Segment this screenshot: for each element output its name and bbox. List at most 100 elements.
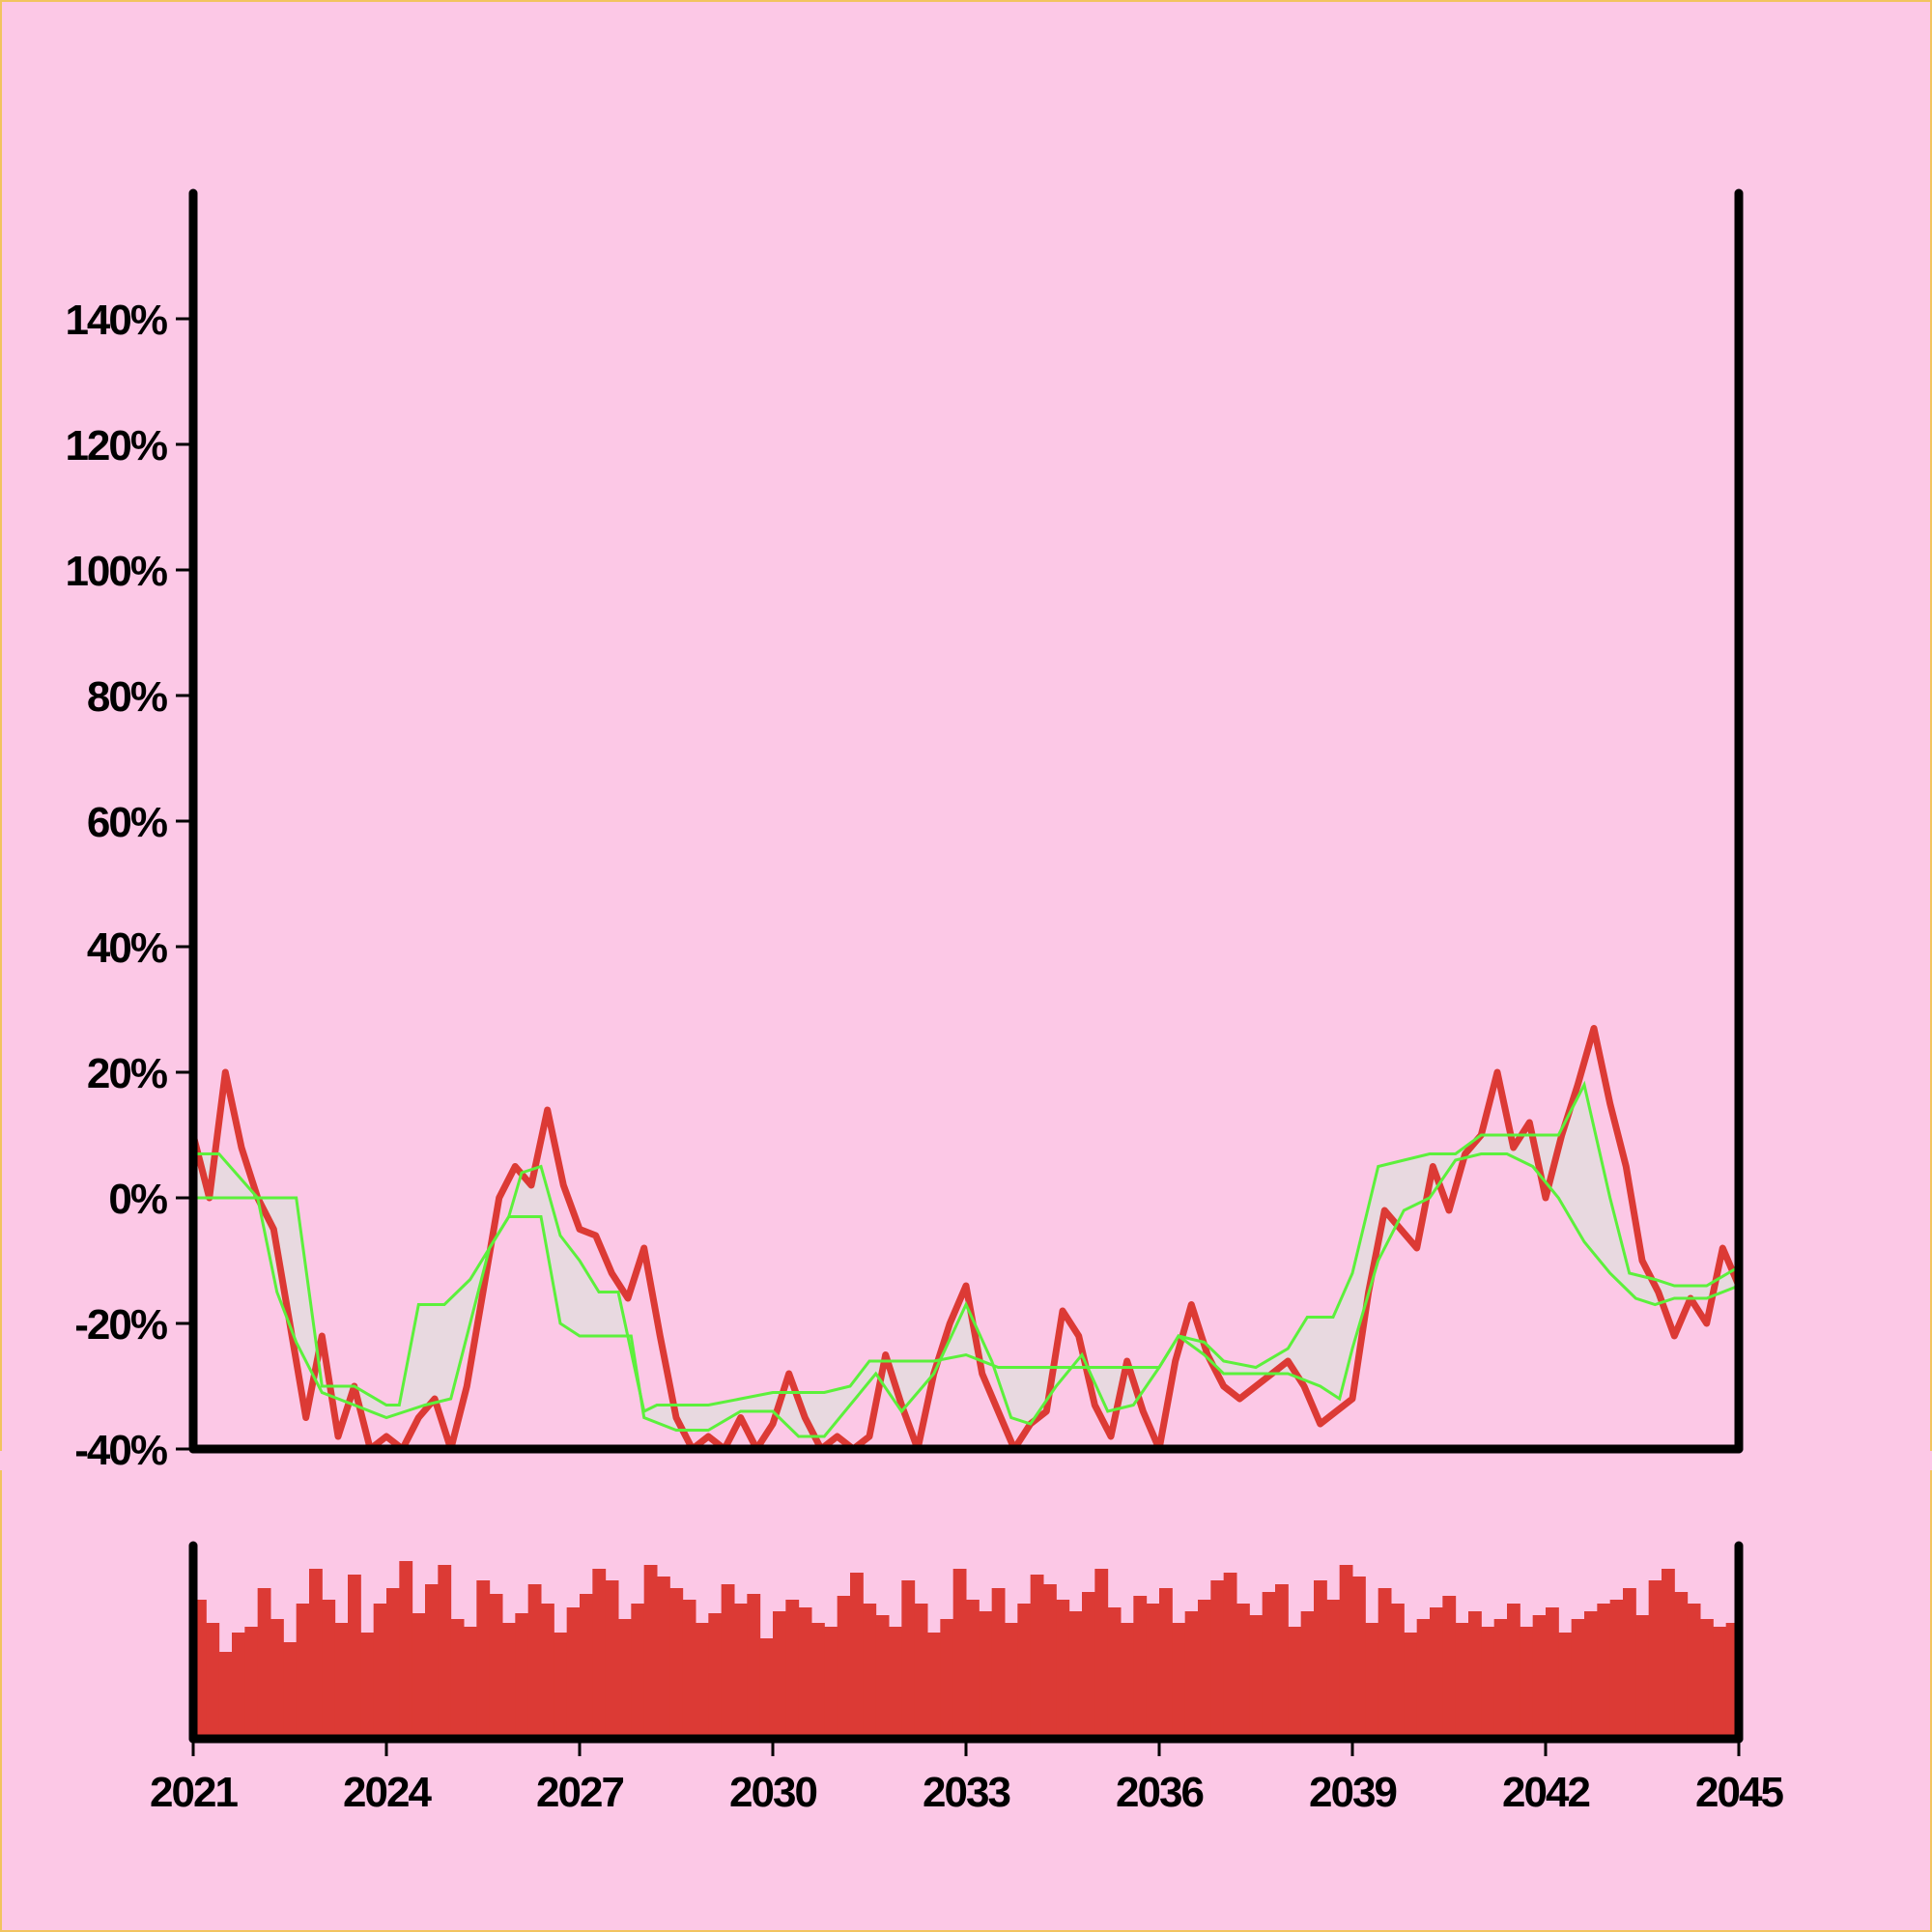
volume-bar (643, 1565, 658, 1739)
volume-bar (527, 1584, 542, 1739)
band-lower-line (193, 1152, 1740, 1438)
volume-bar (1172, 1623, 1186, 1739)
volume-bar (927, 1633, 941, 1739)
volume-bar (721, 1584, 735, 1739)
volume-bar (1223, 1573, 1237, 1739)
volume-bar (1687, 1604, 1701, 1739)
volume-bar (438, 1565, 452, 1739)
volume-bar (1094, 1569, 1109, 1739)
volume-bar (1430, 1607, 1443, 1739)
y-tick-label: 20% (87, 1050, 167, 1097)
volume-bar (1378, 1588, 1392, 1739)
y-tick-label: 120% (65, 422, 166, 469)
volume-bar (1609, 1600, 1624, 1739)
volume-bar (554, 1633, 568, 1739)
volume-bar (863, 1604, 877, 1739)
price-panel: -40% -20% 0% 20% 40% 60% 80% 100% 120% 140% (0, 188, 1932, 1474)
y-tick-label: 140% (65, 297, 166, 344)
volume-bar (1455, 1623, 1469, 1739)
volume-bar (759, 1638, 774, 1739)
volume-bar (566, 1607, 581, 1739)
volume-bar (1184, 1611, 1199, 1739)
volume-bar (1404, 1633, 1418, 1739)
volume-bar (1674, 1592, 1689, 1739)
volume-bar (824, 1627, 838, 1739)
x-tick-label: 2039 (1309, 1769, 1396, 1816)
volume-bar (1520, 1627, 1534, 1739)
volume-panel: 2021 2024 2027 2030 2033 2036 2039 2042 2045 (150, 1541, 1785, 1816)
volume-bar (1365, 1623, 1379, 1739)
y-tick-label: 60% (87, 799, 167, 846)
volume-bar (747, 1594, 761, 1739)
volume-bar (682, 1600, 696, 1739)
volume-bar (773, 1611, 786, 1739)
volume-bar (425, 1584, 439, 1739)
volume-bar (1314, 1580, 1327, 1739)
volume-bar (464, 1627, 477, 1739)
volume-bar (1648, 1580, 1662, 1739)
volume-bar (1043, 1584, 1057, 1739)
price-panel-clip-cover (0, 1451, 1932, 1470)
volume-bar (502, 1623, 516, 1739)
volume-bar (1056, 1600, 1070, 1739)
volume-bar (206, 1623, 220, 1739)
volume-bar (889, 1627, 902, 1739)
volume-bar (1288, 1627, 1302, 1739)
volume-bar (991, 1588, 1006, 1739)
x-tick-label: 2030 (729, 1769, 816, 1816)
volume-bar (1082, 1592, 1095, 1739)
volume-bar (1133, 1596, 1148, 1739)
volume-bar (515, 1613, 529, 1739)
volume-bar (1532, 1615, 1547, 1739)
volume-bar (631, 1604, 645, 1739)
volume-bar (1352, 1577, 1366, 1739)
volume-bar (798, 1607, 812, 1739)
volume-bar (966, 1600, 980, 1739)
band-upper-line (193, 1080, 1740, 1414)
volume-bar (1017, 1604, 1032, 1739)
volume-bar (270, 1619, 284, 1739)
volume-bar (1339, 1565, 1353, 1739)
volume-bars (193, 1561, 1740, 1739)
volume-bar (1326, 1600, 1341, 1739)
volume-bar (901, 1580, 916, 1739)
volume-bar (1146, 1604, 1160, 1739)
volume-bar (1416, 1619, 1431, 1739)
volume-bar (708, 1613, 723, 1739)
y-tick-label: 100% (65, 548, 166, 595)
volume-bar (605, 1580, 619, 1739)
volume-bar (1300, 1611, 1315, 1739)
volume-bar (1584, 1611, 1598, 1739)
volume-bar (785, 1600, 800, 1739)
y-tick-label: 80% (87, 673, 167, 721)
volume-bar (657, 1577, 670, 1739)
volume-bar (1558, 1633, 1573, 1739)
volume-bar (811, 1623, 825, 1739)
volume-bar (412, 1613, 426, 1739)
volume-bar (1442, 1596, 1457, 1739)
volume-bar (218, 1652, 233, 1739)
volume-bar (373, 1604, 387, 1739)
volume-bar (541, 1604, 554, 1739)
x-tick-label: 2036 (1116, 1769, 1203, 1816)
volume-bar (979, 1611, 993, 1739)
volume-bar (940, 1619, 954, 1739)
x-axis-ticks: 2021 2024 2027 2030 2033 2036 2039 2042 2045 (150, 1739, 1785, 1816)
volume-bar (1571, 1619, 1585, 1739)
band-fill (193, 1085, 1739, 1436)
volume-bar (1005, 1623, 1018, 1739)
volume-bar (1262, 1592, 1276, 1739)
volume-bar (348, 1575, 361, 1739)
volume-bar (1068, 1611, 1083, 1739)
volume-bar (1030, 1575, 1044, 1739)
volume-bar (257, 1588, 271, 1739)
volume-bar (1275, 1584, 1289, 1739)
volume-bar (296, 1604, 310, 1739)
x-tick-label: 2045 (1695, 1769, 1783, 1816)
volume-bar (1507, 1604, 1520, 1739)
volume-bar (334, 1623, 349, 1739)
volume-bar (1121, 1623, 1134, 1739)
x-tick-label: 2024 (343, 1769, 432, 1816)
volume-bar (476, 1580, 491, 1739)
